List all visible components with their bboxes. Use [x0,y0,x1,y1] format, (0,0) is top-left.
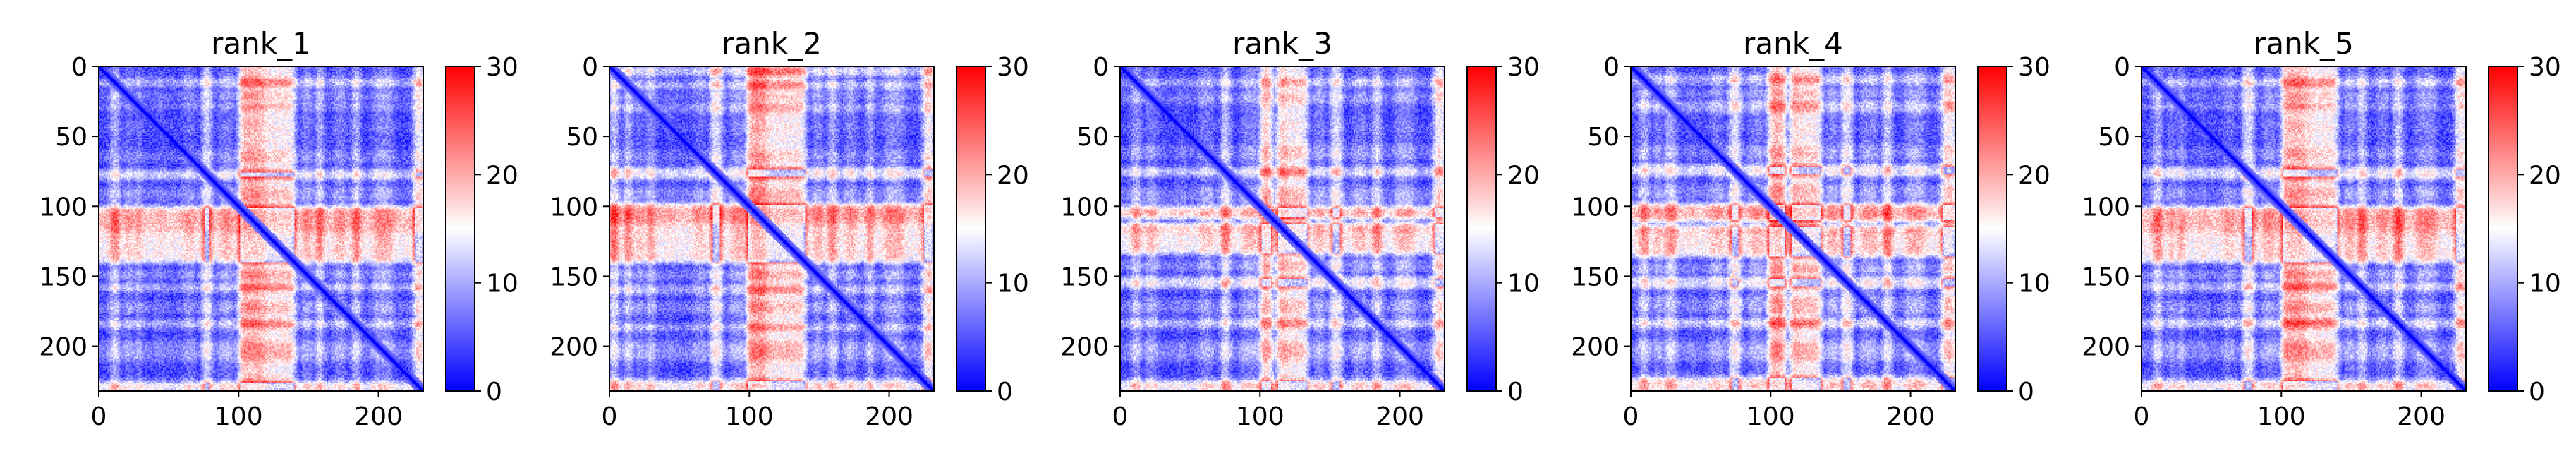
heatmap-panel-1: rank_1 0 100 200 0 50 100 150 200 0 10 20 30 [39,26,518,431]
chart-title: rank_3 [1232,26,1332,61]
colorbar-tick-label: 0 [997,378,1013,407]
chart-title: rank_2 [722,26,822,61]
colorbar-tick-label: 30 [1507,53,1540,82]
y-tick-label: 100 [2082,193,2130,222]
y-tick-label: 0 [2114,53,2130,82]
colorbar [1977,66,2007,392]
x-tick-label: 200 [1886,402,1935,431]
x-tick-label: 200 [354,402,403,431]
y-tick-label: 0 [1603,53,1620,82]
y-tick-label: 200 [1571,333,1620,362]
heatmap-panel-4: rank_4 0 100 200 0 50 100 150 200 0 10 20 30 [1571,26,2051,431]
y-tick-label: 50 [2098,123,2130,152]
y-tick-label: 150 [1060,263,1109,291]
y-tick-label: 100 [1060,193,1109,222]
colorbar-tick-label: 10 [2018,270,2051,299]
y-tick-label: 100 [39,193,87,222]
x-tick-label: 0 [1623,402,1639,431]
colorbar-tick-label: 10 [2529,270,2561,299]
y-tick-label: 150 [39,263,87,291]
heatmap-image [1631,66,1955,391]
y-tick-label: 100 [1571,193,1620,222]
x-tick-label: 0 [91,402,107,431]
x-tick-label: 200 [2397,402,2446,431]
x-tick-label: 200 [1375,402,1424,431]
heatmap-frame [609,66,935,392]
x-tick-label: 100 [725,402,774,431]
y-tick-label: 50 [1076,123,1109,152]
colorbar-tick-label: 10 [997,270,1029,299]
heatmap-panel-5: rank_5 0 100 200 0 50 100 150 200 0 10 20 30 [2082,26,2561,431]
y-tick-label: 0 [582,53,598,82]
colorbar [1466,66,1497,392]
colorbar [2488,66,2518,392]
chart-title: rank_1 [211,26,311,61]
colorbar-tick-label: 0 [486,378,502,407]
y-tick-label: 50 [1587,123,1620,152]
colorbar-tick-label: 20 [2018,161,2051,190]
x-tick-label: 100 [2257,402,2306,431]
colorbar-tick-label: 20 [997,161,1029,190]
colorbar-tick-label: 20 [2529,161,2561,190]
chart-title: rank_5 [2254,26,2354,61]
colorbar [956,66,986,392]
heatmap-frame [1119,66,1445,392]
colorbar-tick-label: 0 [1507,378,1524,407]
heatmap-panel-2: rank_2 0 100 200 0 50 100 150 200 0 10 20 30 [549,26,1029,431]
colorbar-tick-label: 0 [2018,378,2034,407]
colorbar-tick-label: 0 [2529,378,2545,407]
colorbar-tick-label: 30 [997,53,1029,82]
x-tick-label: 100 [214,402,263,431]
heatmap-image [2141,66,2466,391]
heatmap-frame [98,66,424,392]
x-tick-label: 100 [1746,402,1795,431]
heatmap-image [99,66,423,391]
y-tick-label: 50 [55,123,87,152]
heatmap-image [1120,66,1445,391]
y-tick-label: 150 [549,263,598,291]
heatmap-frame [1630,66,1956,392]
colorbar-tick-label: 20 [486,161,518,190]
heatmap-panel-3: rank_3 0 100 200 0 50 100 150 200 0 10 20 30 [1060,26,1540,431]
x-tick-label: 100 [1236,402,1284,431]
y-tick-label: 150 [1571,263,1620,291]
y-tick-label: 0 [1093,53,1109,82]
colorbar-tick-label: 20 [1507,161,1540,190]
heatmap-image [609,66,934,391]
x-tick-label: 0 [1112,402,1129,431]
colorbar-tick-label: 10 [486,270,518,299]
y-tick-label: 200 [1060,333,1109,362]
y-tick-label: 200 [549,333,598,362]
colorbar-tick-label: 30 [2529,53,2561,82]
y-tick-label: 200 [39,333,87,362]
y-tick-label: 0 [71,53,87,82]
colorbar-tick-label: 10 [1507,270,1540,299]
y-tick-label: 50 [566,123,598,152]
x-tick-label: 0 [2134,402,2150,431]
y-tick-label: 150 [2082,263,2130,291]
x-tick-label: 0 [602,402,618,431]
y-tick-label: 100 [549,193,598,222]
heatmap-frame [2141,66,2467,392]
colorbar-tick-label: 30 [486,53,518,82]
colorbar-tick-label: 30 [2018,53,2051,82]
y-tick-label: 200 [2082,333,2130,362]
colorbar [445,66,475,392]
chart-title: rank_4 [1743,26,1843,61]
x-tick-label: 200 [865,402,913,431]
